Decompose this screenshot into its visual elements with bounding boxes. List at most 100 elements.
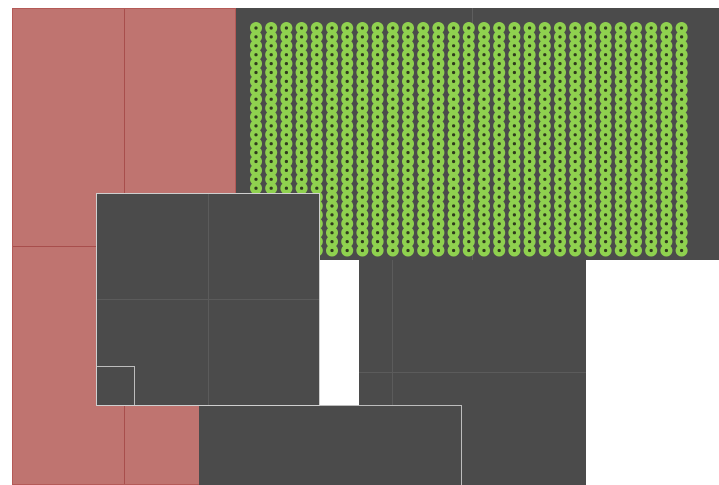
dot <box>341 93 354 106</box>
dot <box>371 39 384 52</box>
dot <box>295 57 308 70</box>
dot <box>508 235 521 248</box>
dot <box>508 48 521 61</box>
dot <box>538 22 551 34</box>
dot <box>493 182 506 195</box>
dot <box>402 102 414 115</box>
dot <box>614 137 627 150</box>
dot <box>432 48 445 61</box>
dot <box>386 119 399 132</box>
dot <box>295 137 308 150</box>
dot <box>402 93 414 106</box>
dot <box>493 164 506 177</box>
dot <box>310 119 323 132</box>
dot <box>356 173 369 186</box>
dot <box>341 235 354 248</box>
dot <box>341 182 354 195</box>
dot <box>569 164 582 177</box>
dot <box>280 30 293 43</box>
dot <box>554 137 566 150</box>
dot <box>386 30 399 43</box>
dot <box>523 84 536 97</box>
dot <box>280 173 293 186</box>
dot <box>630 84 642 97</box>
dark-panel-bottom <box>199 405 462 485</box>
dot <box>630 164 642 177</box>
dot <box>417 235 430 248</box>
dot <box>295 30 308 43</box>
dot <box>584 173 597 186</box>
dot <box>386 39 399 52</box>
dot <box>508 182 521 195</box>
dot <box>371 48 384 61</box>
dot <box>478 137 490 150</box>
dot <box>630 226 642 239</box>
dot <box>614 39 627 52</box>
dot <box>341 208 354 221</box>
dot <box>508 226 521 239</box>
dot <box>432 217 445 230</box>
dot <box>356 137 369 150</box>
dot <box>341 200 354 212</box>
dot <box>660 155 673 168</box>
dot <box>478 75 490 88</box>
dot <box>280 128 293 141</box>
dot <box>265 173 278 186</box>
dot <box>569 155 582 168</box>
dot <box>356 93 369 106</box>
dot <box>341 57 354 70</box>
dot <box>280 137 293 150</box>
dot <box>462 48 475 61</box>
dot <box>417 155 430 168</box>
dot <box>310 66 323 79</box>
dot <box>630 30 642 43</box>
dot <box>630 155 642 168</box>
dot <box>675 146 688 159</box>
dot <box>538 111 551 123</box>
dot <box>250 119 262 132</box>
dot <box>599 217 612 230</box>
dot <box>310 137 323 150</box>
dot <box>447 128 460 141</box>
dot <box>341 66 354 79</box>
dot <box>432 128 445 141</box>
dot <box>417 173 430 186</box>
dot <box>554 217 566 230</box>
dot <box>523 128 536 141</box>
dot <box>447 146 460 159</box>
dot <box>599 30 612 43</box>
dot <box>356 102 369 115</box>
dot <box>538 93 551 106</box>
dot <box>447 137 460 150</box>
dot <box>584 146 597 159</box>
dot <box>265 57 278 70</box>
dot <box>371 208 384 221</box>
dot <box>645 164 658 177</box>
dot <box>523 217 536 230</box>
dot <box>614 200 627 212</box>
dot <box>447 111 460 123</box>
dot <box>341 111 354 123</box>
dot <box>280 39 293 52</box>
dot <box>265 66 278 79</box>
dot <box>265 164 278 177</box>
dot <box>326 48 338 61</box>
dot <box>599 119 612 132</box>
grid-line <box>97 299 319 300</box>
dot <box>250 22 262 34</box>
dot-matrix-panel <box>236 8 719 260</box>
dot <box>660 66 673 79</box>
dot <box>478 217 490 230</box>
dot <box>493 137 506 150</box>
dot <box>599 155 612 168</box>
dot <box>569 93 582 106</box>
dot <box>599 164 612 177</box>
dot <box>675 155 688 168</box>
dot <box>584 119 597 132</box>
dot <box>630 137 642 150</box>
dot <box>402 226 414 239</box>
dot <box>614 111 627 123</box>
dot <box>432 30 445 43</box>
dot <box>493 84 506 97</box>
dot <box>614 155 627 168</box>
